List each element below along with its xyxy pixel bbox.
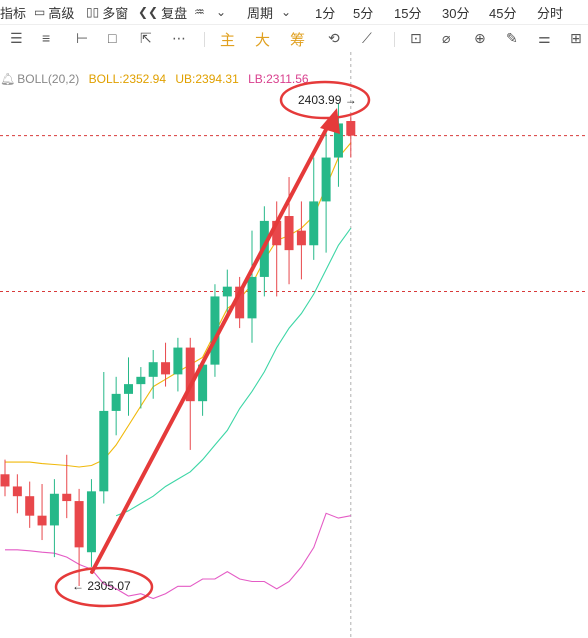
toolbar-item-3[interactable]: ❮❮ 复盘 [138, 0, 187, 24]
boll-ub-value: UB:2394.31 [175, 72, 239, 86]
boll-mid-value: BOLL:2352.94 [88, 72, 167, 86]
toolbar-label: 5分 [353, 5, 374, 21]
grid-icon[interactable]: ⊞ [570, 30, 582, 46]
candle-body [37, 515, 47, 526]
candle-body [296, 230, 306, 246]
candle-body [161, 362, 171, 375]
drawing-toolbar: ☰ ≡ ⊢ □ ⇱ ⋯ 主 大 筹 ⟲ ⟋ ⊡ ⌀ ⊕ ✎ ⚌ ⊞ [0, 26, 588, 52]
candle-body [309, 201, 319, 246]
toolbar-separator [394, 32, 395, 47]
indicator-toggle-1[interactable]: 大 [255, 32, 271, 49]
indicator-toggle-2[interactable]: 筹 [290, 32, 306, 49]
refresh-icon[interactable]: ⟲ [328, 30, 340, 46]
trend-arrow-head [320, 108, 340, 134]
low-annotation-circle [54, 566, 154, 608]
toolbar-item-6[interactable]: 周期 [247, 0, 273, 24]
candle-body [346, 121, 356, 136]
toolbar-item-2[interactable]: ▯▯ 多窗 [86, 0, 128, 24]
toolbar-separator [204, 32, 205, 47]
boll-label: BOLL(20,2) [17, 72, 80, 86]
candle-body [173, 347, 183, 375]
boll-lb-line [5, 512, 351, 600]
indicator-toggle-0[interactable]: 主 [220, 32, 236, 49]
horizontal-line-icon[interactable]: ⊢ [76, 30, 89, 46]
candle-body [284, 216, 294, 251]
toolbar-label: 指标 [0, 5, 27, 21]
candle-body [86, 491, 96, 553]
chart-type-icon: ♒ [194, 5, 205, 19]
candle-body [124, 384, 133, 394]
boll-legend: 🔔︎ BOLL(20,2) BOLL:2352.94 UB:2394.31 LB:… [0, 72, 315, 86]
candle-body [198, 364, 208, 402]
candle-body [111, 393, 121, 411]
pen-icon[interactable]: ✎ [506, 30, 518, 46]
window-icon: ▭ [34, 5, 46, 19]
select-icon[interactable]: ⊡ [410, 30, 422, 46]
high-price-label: 2403.99 → [298, 93, 357, 107]
high-annotation-circle [279, 80, 371, 120]
candle-body [0, 474, 10, 487]
toolbar-label: 高级 [48, 5, 75, 21]
trend-arrow-line [90, 120, 332, 574]
candle-body [333, 123, 343, 158]
candle-body [235, 286, 245, 319]
candle-body [12, 486, 22, 497]
boll-mid-line [5, 142, 352, 468]
toolbar-label: 分时 [537, 5, 564, 21]
chevron-down-icon: ⌄ [216, 5, 227, 19]
more-icon[interactable]: ⋯ [172, 30, 186, 46]
boll-lb-value: LB:2311.56 [248, 72, 309, 86]
rectangle-icon[interactable]: □ [108, 30, 117, 46]
boll-ub-line [115, 227, 352, 517]
lines-icon[interactable]: ≡ [42, 30, 51, 46]
candle-body [272, 220, 282, 246]
candle-body [62, 493, 72, 502]
toolbar-label: 多窗 [102, 5, 129, 21]
candle-body [74, 501, 84, 548]
zoom-icon[interactable]: ⊕ [474, 30, 486, 46]
chevron-down-icon: ⌄ [281, 5, 292, 19]
menu-icon[interactable]: ☰ [10, 30, 23, 46]
toolbar-label: 45分 [489, 5, 517, 21]
toolbar-top: 指标 ▭ 高级 ▯▯ 多窗 ❮❮ 复盘 ♒ ⌄ 周期 ⌄ 1分 5分 15分 30分 45分 分时 [0, 0, 588, 24]
candle-icon[interactable]: ⚌ [538, 30, 551, 46]
toolbar-label: 15分 [394, 5, 422, 21]
toolbar-item-11[interactable]: 30分 [442, 0, 469, 24]
candle-body [321, 157, 331, 202]
chevron-down-icon[interactable]: ⌄ [216, 0, 229, 24]
toolbar-item-1[interactable]: ▭ 高级 [34, 0, 74, 24]
rewind-icon: ❮❮ [138, 5, 159, 19]
toolbar-label: 30分 [442, 5, 470, 21]
ruler-icon[interactable]: ⟋ [362, 30, 372, 46]
pointer-icon[interactable]: ⇱ [140, 30, 152, 46]
candle-body [25, 496, 35, 516]
toolbar-item-10[interactable]: 15分 [394, 0, 421, 24]
candle-body [99, 410, 109, 492]
toolbar-label: 复盘 [161, 5, 188, 21]
low-price-label: ← 2305.07 [72, 579, 131, 593]
candle-body [148, 362, 158, 377]
measure-icon[interactable]: ⌀ [442, 30, 451, 46]
toolbar-label: 1分 [315, 5, 336, 21]
candle-body [185, 347, 195, 402]
chart-type-icon[interactable]: ♒ [194, 0, 208, 24]
candle-body [247, 276, 257, 319]
bell-icon: 🔔︎ [0, 72, 16, 86]
toolbar-item-9[interactable]: 5分 [353, 0, 373, 24]
candle-body [210, 296, 220, 365]
toolbar-item-0[interactable]: 指标 [0, 0, 26, 24]
toolbar-item-13[interactable]: 分时 [537, 0, 563, 24]
candle-body [222, 286, 232, 297]
candle-body [49, 493, 59, 526]
toolbar-item-8[interactable]: 1分 [315, 0, 335, 24]
candle-body [136, 376, 146, 385]
toolbar-item-12[interactable]: 45分 [489, 0, 516, 24]
toolbar-divider [0, 24, 588, 25]
toolbar-label: 周期 [247, 5, 274, 21]
multi-window-icon: ▯▯ [86, 5, 100, 19]
chevron-down-icon[interactable]: ⌄ [281, 0, 294, 24]
